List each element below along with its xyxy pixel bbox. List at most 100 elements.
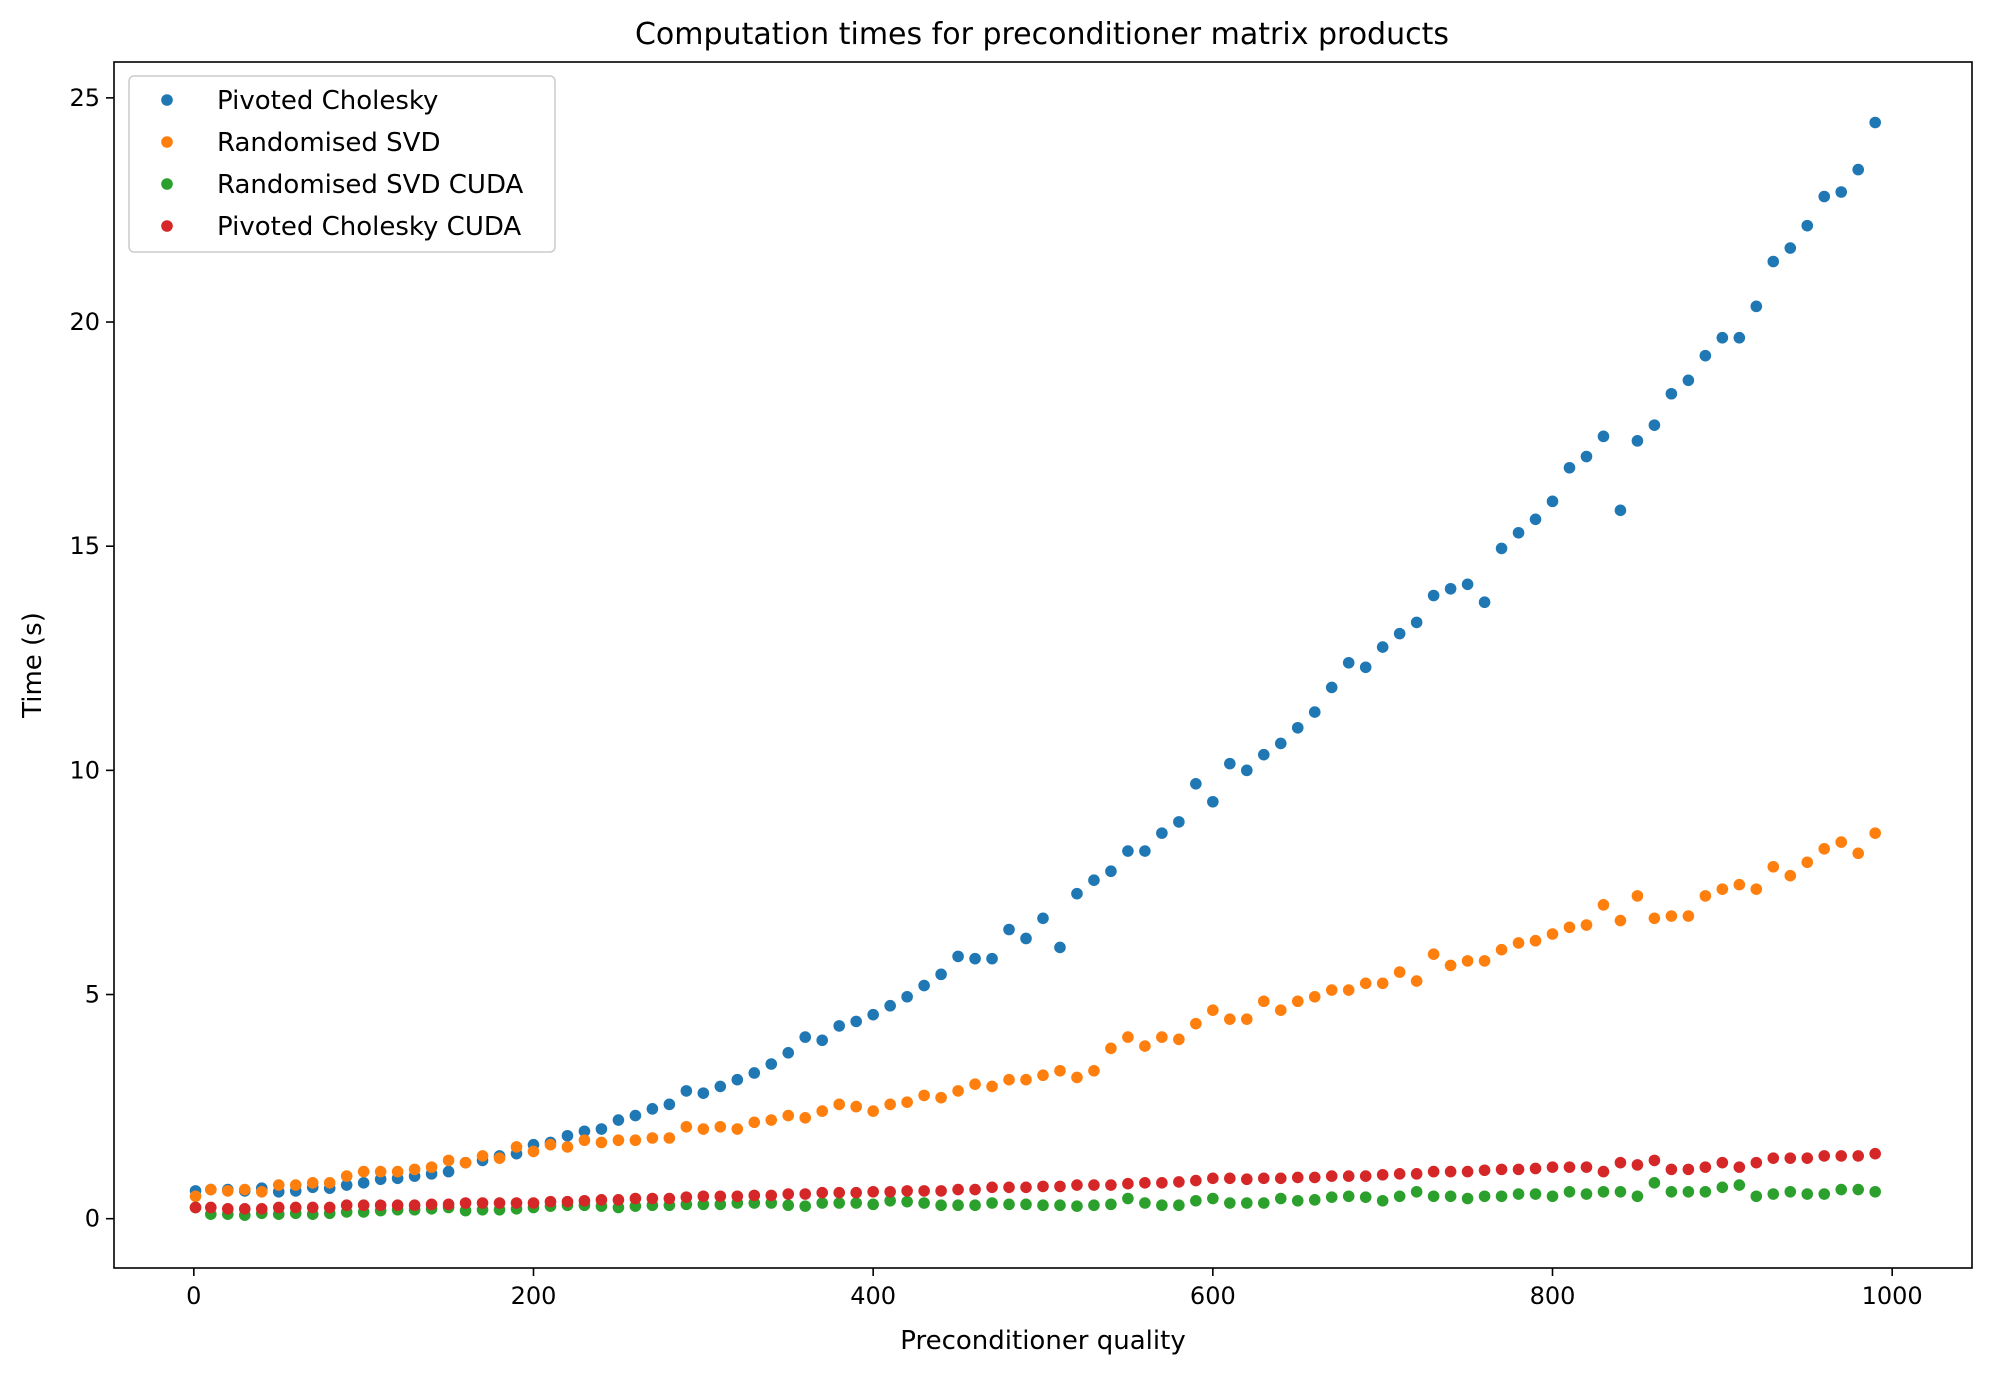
- data-point: [1376, 641, 1389, 653]
- data-point: [1088, 1179, 1100, 1191]
- data-point: [1054, 941, 1066, 954]
- data-point: [1835, 1150, 1848, 1162]
- data-point: [1037, 1069, 1049, 1082]
- data-point: [1207, 1004, 1219, 1017]
- data-point: [646, 1103, 659, 1115]
- data-point: [510, 1197, 523, 1209]
- data-point: [1410, 1185, 1423, 1198]
- data-point: [1461, 1165, 1474, 1178]
- data-point: [714, 1198, 727, 1211]
- x-axis-label: Preconditioner quality: [900, 1326, 1185, 1356]
- data-point: [969, 1199, 981, 1212]
- data-point: [1241, 1173, 1253, 1186]
- data-point: [1529, 1188, 1542, 1200]
- data-point: [1614, 914, 1627, 927]
- data-point: [1699, 1185, 1712, 1198]
- data-point: [986, 1197, 998, 1209]
- data-point: [1750, 883, 1763, 895]
- legend: Pivoted Cholesky Randomised SVD Randomised…: [128, 75, 556, 253]
- data-point: [1207, 1192, 1219, 1205]
- data-point: [374, 1199, 387, 1212]
- data-point: [1376, 1194, 1389, 1207]
- data-point: [1427, 1165, 1440, 1178]
- data-point: [850, 1100, 862, 1113]
- data-point: [1529, 1162, 1542, 1175]
- data-point: [918, 1185, 930, 1197]
- data-point: [578, 1134, 591, 1147]
- data-point: [986, 1181, 998, 1194]
- data-point: [1546, 928, 1559, 940]
- data-point: [1461, 1192, 1474, 1205]
- legend-marker: [161, 220, 173, 232]
- data-point: [1257, 1197, 1270, 1209]
- data-point: [1529, 934, 1542, 947]
- data-point: [901, 1195, 913, 1208]
- data-point: [476, 1197, 489, 1209]
- data-point: [629, 1134, 642, 1147]
- data-point: [799, 1031, 812, 1043]
- legend-marker: [161, 94, 173, 106]
- data-point: [663, 1192, 676, 1205]
- data-point: [1274, 737, 1287, 750]
- data-point: [1088, 1199, 1100, 1212]
- data-point: [1139, 1177, 1151, 1189]
- x-axis-ticks: 0 200 400 600 800 1000: [186, 1268, 1923, 1310]
- data-point: [1818, 1188, 1831, 1200]
- legend-marker: [161, 178, 173, 190]
- data-point: [765, 1189, 778, 1202]
- data-point: [1224, 1172, 1236, 1185]
- data-point: [799, 1200, 812, 1212]
- data-point: [1512, 1188, 1525, 1200]
- data-point: [1767, 255, 1780, 268]
- legend-label: Pivoted Cholesky: [217, 86, 438, 116]
- data-point: [833, 1197, 845, 1209]
- data-point: [1071, 1071, 1083, 1084]
- data-point: [1291, 1194, 1304, 1207]
- data-point: [1071, 1200, 1083, 1212]
- x-tick-label: 800: [1530, 1282, 1576, 1310]
- data-point: [969, 952, 981, 965]
- data-point: [1852, 1183, 1865, 1196]
- data-point: [629, 1192, 642, 1205]
- data-point: [1444, 1165, 1457, 1178]
- data-point: [1648, 1154, 1661, 1167]
- x-tick-label: 1000: [1862, 1282, 1923, 1310]
- data-point: [1682, 374, 1695, 387]
- data-point: [459, 1156, 472, 1169]
- data-point: [1648, 1177, 1661, 1189]
- data-point: [1376, 1168, 1389, 1181]
- data-point: [1444, 959, 1457, 972]
- data-point: [1393, 627, 1406, 640]
- data-point: [272, 1201, 285, 1214]
- data-point: [561, 1195, 574, 1208]
- data-point: [476, 1150, 489, 1162]
- data-point: [833, 1186, 845, 1199]
- data-point: [799, 1188, 812, 1200]
- data-point: [221, 1185, 234, 1197]
- data-point: [1818, 190, 1831, 203]
- data-point: [816, 1197, 829, 1209]
- data-point: [833, 1020, 845, 1032]
- data-point: [612, 1134, 625, 1147]
- data-point: [1224, 757, 1236, 770]
- data-point: [189, 1190, 202, 1203]
- data-point: [1835, 186, 1848, 198]
- data-point: [1427, 589, 1440, 602]
- data-point: [646, 1192, 659, 1205]
- data-point: [1342, 1170, 1355, 1182]
- data-point: [1801, 219, 1814, 232]
- data-point: [1207, 795, 1219, 808]
- data-point: [578, 1125, 591, 1138]
- data-point: [1003, 1073, 1015, 1086]
- data-point: [1597, 430, 1610, 443]
- data-point: [1037, 1180, 1049, 1193]
- legend-box: [128, 75, 556, 253]
- data-point: [1597, 1165, 1610, 1178]
- data-point: [595, 1136, 608, 1149]
- data-point: [1546, 1161, 1559, 1173]
- data-point: [1173, 1033, 1185, 1046]
- data-point: [1495, 1190, 1508, 1203]
- y-tick-label: 5: [85, 981, 100, 1009]
- data-point: [1580, 1188, 1593, 1200]
